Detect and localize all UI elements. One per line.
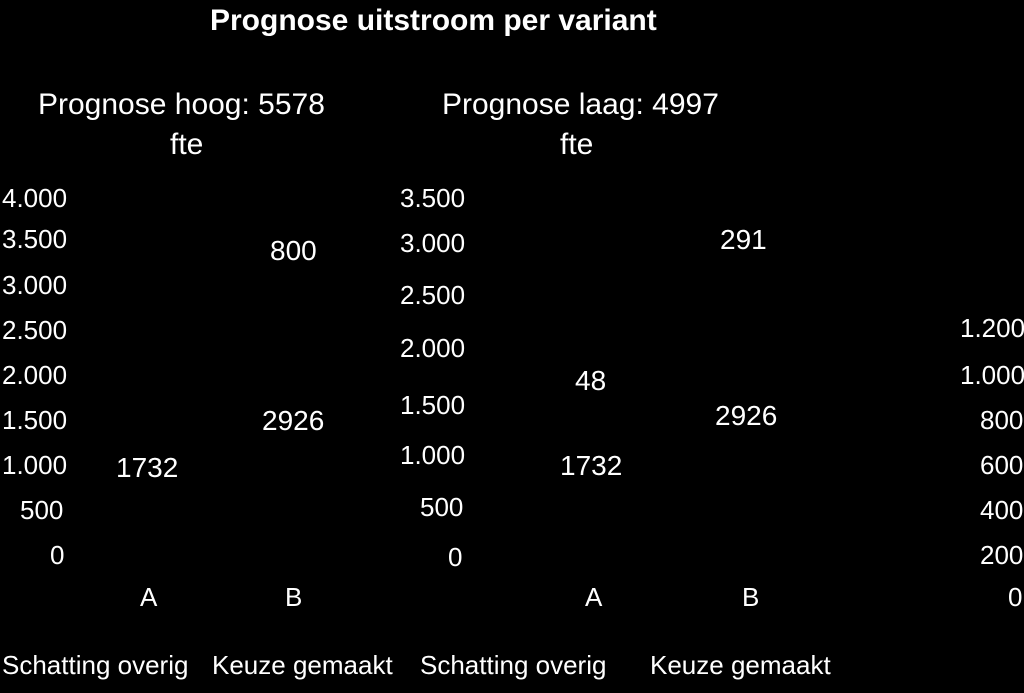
right-ytick: 2.000: [400, 333, 465, 364]
left-bar-b-lower-value: 2926: [262, 405, 324, 437]
right-ytick: 1.500: [400, 390, 465, 421]
far-right-ytick: 1.000: [960, 360, 1024, 391]
far-right-ytick: 1.200: [960, 313, 1024, 344]
left-category-a: A: [140, 582, 157, 613]
left-legend-1: Keuze gemaakt: [212, 650, 393, 681]
left-category-b: B: [285, 582, 302, 613]
left-ytick: 0: [50, 540, 64, 571]
right-bar-a-lower-value: 1732: [560, 450, 622, 482]
left-ytick: 2.000: [2, 360, 67, 391]
right-chart-title-line2: fte: [560, 128, 593, 162]
left-bar-a-lower-value: 1732: [116, 452, 178, 484]
right-bar-b-upper-value: 291: [720, 224, 767, 256]
left-ytick: 500: [20, 495, 63, 526]
far-right-ytick: 600: [980, 450, 1023, 481]
right-bar-b-lower-value: 2926: [715, 400, 777, 432]
right-legend-0: Schatting overig: [420, 650, 606, 681]
right-ytick: 1.000: [400, 440, 465, 471]
right-chart-title-line1: Prognose laag: 4997: [442, 88, 719, 122]
right-legend-1: Keuze gemaakt: [650, 650, 831, 681]
right-category-a: A: [585, 582, 602, 613]
right-bar-a-upper-value: 48: [575, 365, 606, 397]
left-ytick: 1.500: [2, 405, 67, 436]
right-category-b: B: [742, 582, 759, 613]
far-right-ytick: 800: [980, 405, 1023, 436]
left-bar-b-upper-value: 800: [270, 235, 317, 267]
left-ytick: 2.500: [2, 315, 67, 346]
right-ytick: 2.500: [400, 280, 465, 311]
left-ytick: 4.000: [2, 183, 67, 214]
right-ytick: 500: [420, 492, 463, 523]
far-right-ytick: 0: [1008, 582, 1022, 613]
main-title: Prognose uitstroom per variant: [210, 4, 657, 38]
left-ytick: 3.500: [2, 224, 67, 255]
right-ytick: 3.500: [400, 183, 465, 214]
left-chart-title-line1: Prognose hoog: 5578: [38, 88, 325, 122]
left-ytick: 1.000: [2, 450, 67, 481]
left-chart-title-line2: fte: [170, 128, 203, 162]
left-legend-0: Schatting overig: [2, 650, 188, 681]
chart-stage: Prognose uitstroom per variant Prognose …: [0, 0, 1024, 693]
right-ytick: 0: [448, 542, 462, 573]
left-ytick: 3.000: [2, 270, 67, 301]
right-ytick: 3.000: [400, 228, 465, 259]
far-right-ytick: 400: [980, 495, 1023, 526]
far-right-ytick: 200: [980, 540, 1023, 571]
